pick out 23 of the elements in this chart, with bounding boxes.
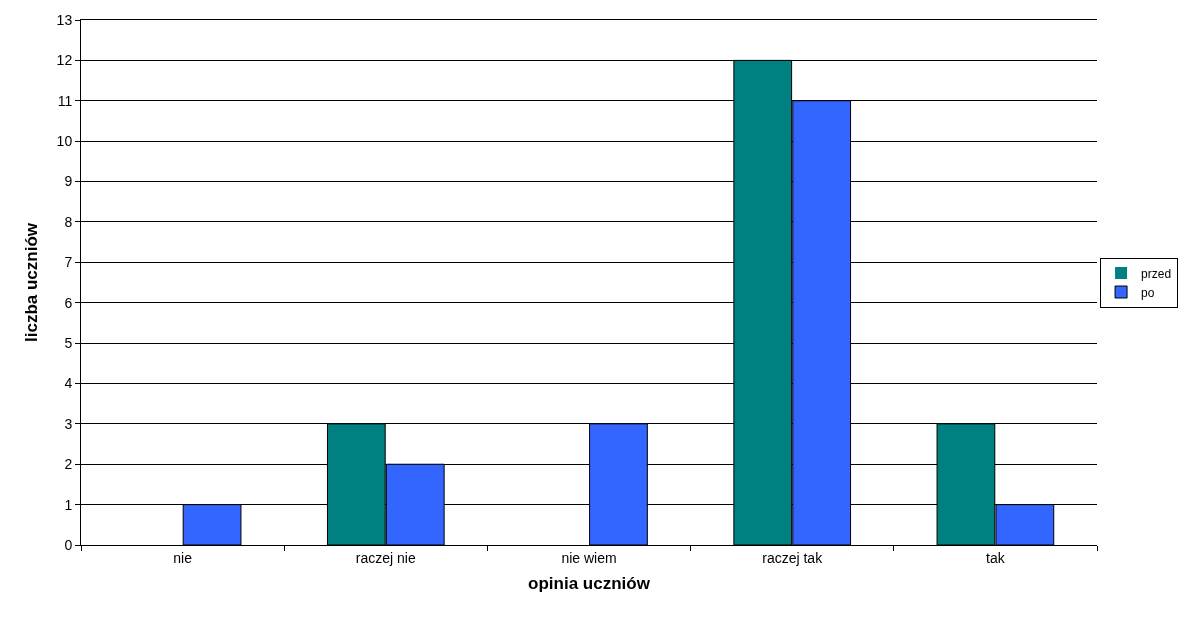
x-tick-label: raczej tak	[762, 549, 824, 566]
y-tick-label: 10	[56, 133, 73, 150]
y-tick-label: 0	[64, 536, 73, 553]
y-tick-label: 8	[64, 213, 73, 230]
y-tick-label: 1	[64, 496, 73, 513]
y-tick-label: 2	[64, 456, 73, 473]
y-tick-label: 4	[64, 375, 73, 392]
legend-label: przed	[1141, 266, 1172, 281]
y-tick-label: 12	[56, 52, 73, 69]
y-tick-label: 7	[64, 254, 73, 271]
y-tick-label: 11	[57, 92, 73, 109]
y-tick-label: 6	[64, 294, 73, 311]
x-tick-label: nie	[173, 549, 193, 566]
legend-label: po	[1141, 285, 1155, 300]
y-axis-title: liczba uczniów	[22, 222, 42, 343]
y-tick-label: 13	[56, 11, 73, 28]
x-tick-label: tak	[986, 549, 1006, 566]
x-tick-label: nie wiem	[561, 549, 617, 566]
x-axis-title: opinia uczniów	[528, 574, 651, 594]
x-tick-label: raczej nie	[355, 549, 416, 566]
y-tick-label: 9	[64, 173, 73, 190]
y-tick-label: 3	[64, 415, 73, 432]
y-tick-label: 5	[64, 334, 73, 351]
